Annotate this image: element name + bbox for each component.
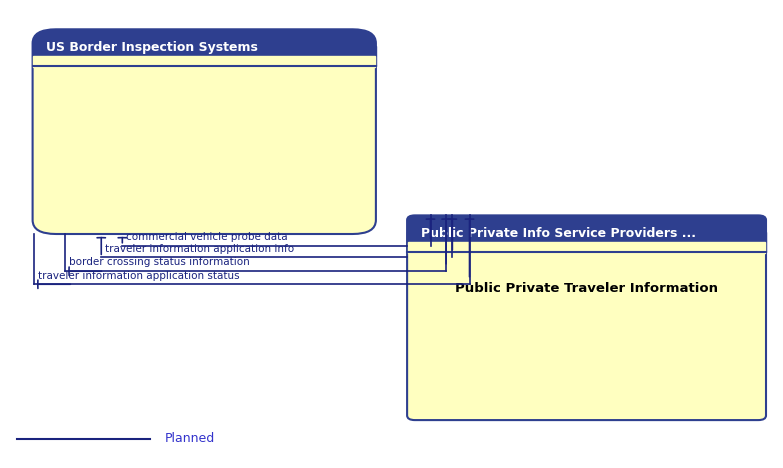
FancyBboxPatch shape bbox=[407, 215, 766, 252]
Text: border crossing status information: border crossing status information bbox=[69, 257, 250, 268]
FancyBboxPatch shape bbox=[407, 215, 766, 420]
Text: traveler information application status: traveler information application status bbox=[38, 271, 240, 280]
FancyBboxPatch shape bbox=[33, 29, 376, 234]
Bar bbox=[34, 56, 375, 66]
Text: traveler information application info: traveler information application info bbox=[105, 243, 294, 254]
FancyBboxPatch shape bbox=[33, 29, 376, 66]
Bar bbox=[407, 232, 766, 252]
Bar bbox=[33, 46, 376, 66]
Text: US Border Inspection Systems: US Border Inspection Systems bbox=[46, 41, 258, 54]
Text: Public Private Traveler Information: Public Private Traveler Information bbox=[455, 283, 718, 295]
Text: Public Private Info Service Providers ...: Public Private Info Service Providers ..… bbox=[421, 227, 696, 240]
Text: commercial vehicle probe data: commercial vehicle probe data bbox=[126, 232, 288, 242]
Bar bbox=[408, 241, 765, 253]
Text: Planned: Planned bbox=[165, 432, 215, 445]
